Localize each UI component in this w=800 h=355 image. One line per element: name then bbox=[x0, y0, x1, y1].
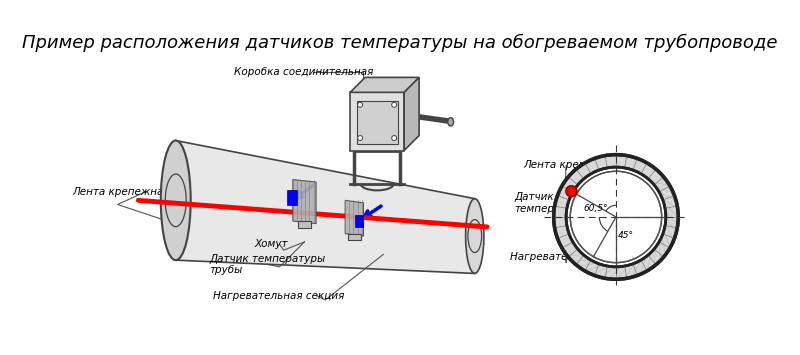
FancyBboxPatch shape bbox=[355, 215, 363, 227]
Circle shape bbox=[566, 186, 577, 197]
Circle shape bbox=[392, 136, 397, 141]
Text: 45°: 45° bbox=[618, 231, 634, 240]
Polygon shape bbox=[176, 141, 474, 273]
Polygon shape bbox=[350, 77, 419, 92]
Circle shape bbox=[570, 171, 662, 263]
Ellipse shape bbox=[466, 199, 484, 273]
Text: Коробка соединительная: Коробка соединительная bbox=[234, 67, 374, 77]
Ellipse shape bbox=[448, 118, 454, 126]
Ellipse shape bbox=[161, 141, 190, 260]
Circle shape bbox=[358, 102, 362, 107]
Text: Хомут: Хомут bbox=[254, 239, 288, 249]
FancyBboxPatch shape bbox=[298, 221, 311, 228]
Polygon shape bbox=[404, 77, 419, 151]
Text: Нагревательная секция: Нагревательная секция bbox=[510, 252, 641, 262]
Text: Пример расположения датчиков температуры на обогреваемом трубопроводе: Пример расположения датчиков температуры… bbox=[22, 33, 778, 51]
Text: Лента крепежная: Лента крепежная bbox=[72, 187, 170, 197]
Circle shape bbox=[554, 155, 678, 279]
Polygon shape bbox=[357, 101, 398, 144]
Circle shape bbox=[566, 167, 666, 267]
Text: Датчик
температуры: Датчик температуры bbox=[514, 192, 588, 214]
Circle shape bbox=[392, 102, 397, 107]
FancyBboxPatch shape bbox=[348, 234, 361, 240]
Polygon shape bbox=[293, 180, 316, 224]
Text: Лента крепежная: Лента крепежная bbox=[523, 160, 621, 170]
Polygon shape bbox=[350, 92, 404, 151]
Text: Нагревательная секция: Нагревательная секция bbox=[213, 291, 345, 301]
Text: 60,5°: 60,5° bbox=[584, 204, 608, 213]
Text: Датчик температуры
трубы: Датчик температуры трубы bbox=[209, 253, 326, 275]
Polygon shape bbox=[345, 200, 363, 236]
FancyBboxPatch shape bbox=[287, 190, 297, 205]
Circle shape bbox=[358, 136, 362, 141]
